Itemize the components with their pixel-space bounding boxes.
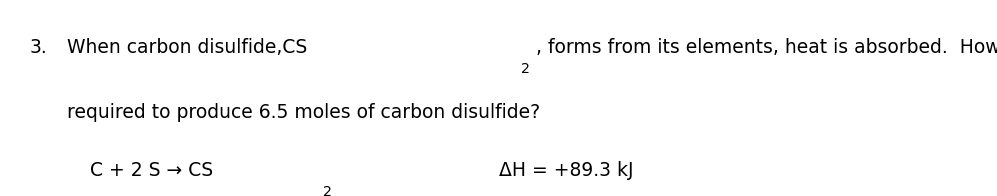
Text: When carbon disulfide,CS: When carbon disulfide,CS: [67, 38, 307, 57]
Text: C + 2 S → CS: C + 2 S → CS: [90, 161, 212, 180]
Text: 2: 2: [323, 185, 332, 196]
Text: required to produce 6.5 moles of carbon disulfide?: required to produce 6.5 moles of carbon …: [67, 103, 540, 122]
Text: 2: 2: [521, 62, 530, 75]
Text: , forms from its elements, heat is absorbed.  How much heat would be: , forms from its elements, heat is absor…: [536, 38, 997, 57]
Text: ΔH = +89.3 kJ: ΔH = +89.3 kJ: [498, 161, 633, 180]
Text: 3.: 3.: [30, 38, 48, 57]
